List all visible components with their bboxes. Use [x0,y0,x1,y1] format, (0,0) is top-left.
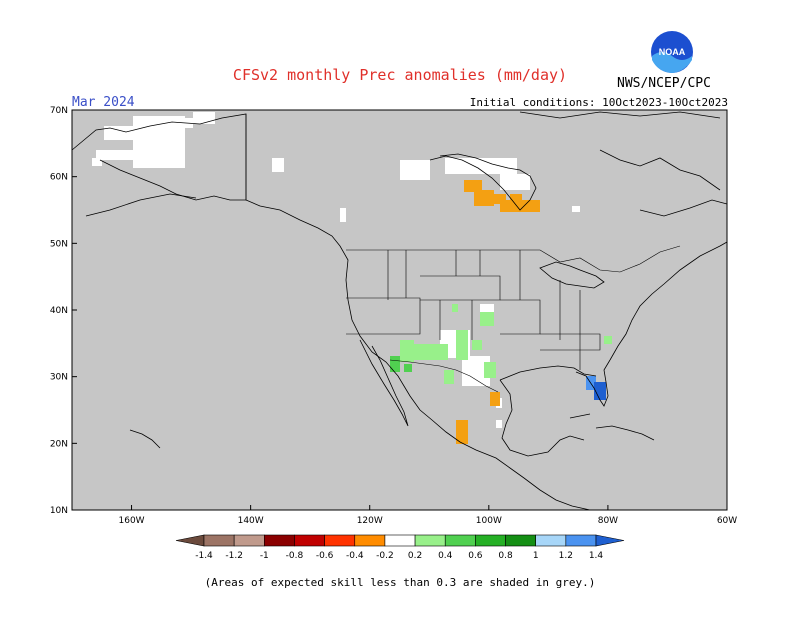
lon-tick-label: 100W [476,516,502,526]
colorbar-label: -0.2 [376,551,394,561]
colorbar-label: -1.4 [195,551,213,561]
lon-tick-label: 80W [598,516,618,526]
colorbar-label: 0.4 [438,551,453,561]
lon-tick-label: 120W [357,516,383,526]
colorbar-swatch [384,534,416,547]
colorbar-swatch [354,534,386,547]
lat-tick-label: 50N [50,239,68,249]
chart-title: CFSv2 monthly Prec anomalies (mm/day) [232,66,568,84]
colorbar-swatch [324,534,356,547]
lat-tick-label: 70N [50,106,68,116]
lon-tick-label: 160W [119,516,145,526]
longitude-axis: 160W 140W 120W 100W 80W 60W [119,505,737,526]
colorbar-label: 0.6 [468,551,483,561]
colorbar-label: 1.4 [589,551,604,561]
colorbar-swatch [505,534,536,547]
colorbar-label: 1 [533,551,539,561]
anomaly-canada-dry [464,180,540,212]
colorbar-label: 0.2 [408,551,422,561]
lon-tick-label: 60W [717,516,737,526]
colorbar-label: -0.4 [346,551,364,561]
coastlines [71,111,728,511]
lat-tick-label: 30N [50,373,68,383]
anomaly-mexico-dry [456,420,468,444]
valid-month: Mar 2024 [72,95,135,110]
borders [245,114,681,393]
colorbar-label: 0.8 [498,551,513,561]
colorbar-swatch [294,534,325,547]
colorbar-right-arrow [595,534,625,547]
lat-tick-label: 60N [50,173,68,183]
colorbar-swatch [535,534,567,547]
noaa-logo-text: NOAA [659,47,686,57]
lat-tick-label: 20N [50,439,68,449]
colorbar-swatch [444,534,476,547]
colorbar-label: 1.2 [559,551,573,561]
noaa-logo: NOAA [650,30,694,74]
colorbar-label: -0.6 [316,551,334,561]
lat-tick-label: 10N [50,506,68,516]
colorbar-label: -0.8 [286,551,304,561]
skill-footnote: (Areas of expected skill less than 0.3 a… [204,576,596,589]
anomaly-southwest-wet [400,304,612,384]
colorbar-swatch [475,534,506,547]
agency-label: NWS/NCEP/CPC [617,76,711,91]
colorbar-label: -1 [260,551,269,561]
lon-tick-label: 140W [238,516,264,526]
map-background [71,109,728,511]
colorbar-label: -1.2 [225,551,243,561]
colorbar-swatch [264,534,295,547]
lat-tick-label: 40N [50,306,68,316]
colorbar-swatch [233,534,265,547]
colorbar-swatch [565,534,597,547]
colorbar-swatch [203,534,235,547]
anomaly-baja-wet [390,356,412,372]
anomaly-texas-dry [490,392,500,406]
initial-conditions: Initial conditions: 10Oct2023-10Oct2023 [469,96,728,109]
latitude-axis: 70N 60N 50N 40N 30N 20N 10N [50,106,77,516]
colorbar: -1.4 -1.2 -1 -0.8 -0.6 -0.4 -0.2 0.2 0.4 0.6 0.8 1 1… [175,534,625,561]
colorbar-left-arrow [175,534,205,547]
colorbar-swatch [414,534,446,547]
